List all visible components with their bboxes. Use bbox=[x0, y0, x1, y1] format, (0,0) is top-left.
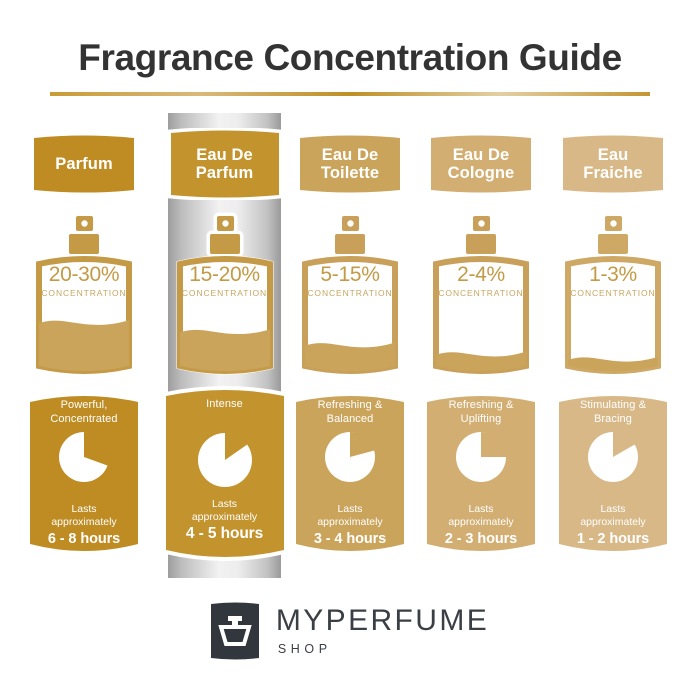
duration-card[interactable]: Intense Lasts approximately 4 - 5 hours bbox=[163, 382, 286, 566]
lasts-label: Lasts approximately bbox=[51, 503, 117, 529]
brand-logo: MYPERFUME SHOP bbox=[0, 601, 700, 661]
fragrance-name-label: Parfum bbox=[55, 154, 113, 173]
perfume-bottle-icon: 1-3% CONCENTRATION bbox=[554, 212, 672, 377]
perfume-bottle-icon: 15-20% CONCENTRATION bbox=[166, 212, 284, 377]
brand-subtitle: SHOP bbox=[277, 642, 332, 657]
title-divider bbox=[50, 92, 650, 96]
duration-pie-chart bbox=[587, 431, 639, 488]
duration-pie-chart bbox=[58, 431, 111, 488]
column-eau de-toilette[interactable]: Eau De Toilette 5-15% CONCENTRATION Refreshi… bbox=[284, 0, 416, 700]
perfume-bottle-icon: 5-15% CONCENTRATION bbox=[291, 212, 409, 377]
mood-label: Stimulating & Bracing bbox=[579, 399, 647, 425]
duration-pie-chart bbox=[455, 431, 507, 488]
mood-label: Refreshing & Balanced bbox=[317, 399, 383, 425]
column-eau de-cologne[interactable]: Eau De Cologne 2-4% CONCENTRATION Refreshing… bbox=[415, 0, 547, 700]
fragrance-name-banner[interactable]: Parfum bbox=[28, 133, 140, 195]
page-title-wrap: Fragrance Concentration Guide bbox=[0, 37, 700, 79]
fragrance-name-label: Eau De Cologne bbox=[447, 145, 515, 182]
perfume-bottle-icon: 20-30% CONCENTRATION bbox=[25, 212, 143, 377]
duration-value: 3 - 4 hours bbox=[313, 530, 387, 547]
column-parfum[interactable]: Parfum 20-30% CONCENTRATION Powerful, Concen… bbox=[18, 0, 150, 700]
fragrance-name-label: Eau Fraiche bbox=[583, 145, 643, 182]
duration-pie-chart bbox=[197, 432, 253, 493]
lasts-label: Lasts approximately bbox=[191, 498, 258, 524]
fragrance-name-banner[interactable]: Eau De Cologne bbox=[425, 133, 537, 195]
column-eau de-parfum[interactable]: Eau De Parfum 15-20% CONCENTRATION Intense La… bbox=[159, 0, 291, 700]
mood-label: Intense bbox=[206, 398, 243, 410]
lasts-label: Lasts approximately bbox=[580, 503, 646, 529]
mood-label: Refreshing & Uplifting bbox=[448, 399, 514, 425]
duration-value: 4 - 5 hours bbox=[185, 525, 264, 543]
page-title: Fragrance Concentration Guide bbox=[78, 37, 622, 78]
fragrance-name-banner[interactable]: Eau Fraiche bbox=[557, 133, 669, 195]
duration-card[interactable]: Stimulating & Bracing Lasts approximately 1 … bbox=[557, 388, 669, 560]
duration-value: 2 - 3 hours bbox=[444, 530, 518, 547]
duration-value: 1 - 2 hours bbox=[576, 530, 650, 547]
fragrance-name-banner[interactable]: Eau De Parfum bbox=[165, 128, 285, 200]
duration-card[interactable]: Refreshing & Uplifting Lasts approximately 2… bbox=[425, 388, 537, 560]
brand-name: MYPERFUME bbox=[275, 604, 490, 638]
fragrance-name-label: Eau De Toilette bbox=[320, 145, 380, 182]
perfume-bottle-icon: 2-4% CONCENTRATION bbox=[422, 212, 540, 377]
duration-pie-chart bbox=[324, 431, 376, 488]
mood-label: Powerful, Concentrated bbox=[50, 399, 118, 425]
lasts-label: Lasts approximately bbox=[448, 503, 514, 529]
duration-card[interactable]: Powerful, Concentrated Lasts approximately 6… bbox=[28, 388, 140, 560]
brand-text: MYPERFUME SHOP bbox=[276, 606, 489, 656]
duration-value: 6 - 8 hours bbox=[47, 530, 121, 547]
lasts-label: Lasts approximately bbox=[317, 503, 383, 529]
perfume-bottle-logo-icon bbox=[210, 602, 259, 660]
duration-card[interactable]: Refreshing & Balanced Lasts approximately 3 … bbox=[294, 388, 406, 560]
column-eau-fraiche[interactable]: Eau Fraiche 1-3% CONCENTRATION Stimulating &… bbox=[547, 0, 679, 700]
fragrance-name-label: Eau De Parfum bbox=[195, 145, 254, 182]
fragrance-name-banner[interactable]: Eau De Toilette bbox=[294, 133, 406, 195]
